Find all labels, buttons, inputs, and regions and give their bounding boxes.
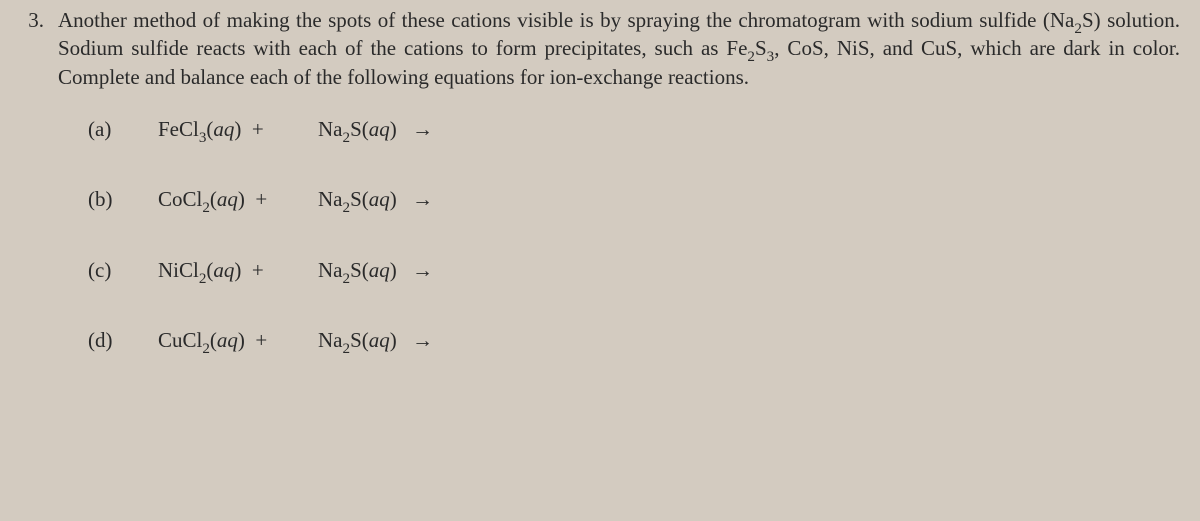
state-text: aq	[217, 328, 238, 352]
state-text: aq	[369, 187, 390, 211]
state-text: aq	[213, 258, 234, 282]
question-prompt: Another method of making the spots of th…	[58, 6, 1180, 354]
plus-sign: +	[252, 258, 264, 282]
arrow-icon: →	[412, 326, 433, 354]
formula-text: S	[350, 187, 362, 211]
formula-sub: 2	[202, 341, 210, 357]
state-text: aq	[369, 328, 390, 352]
part-label: (d)	[88, 326, 158, 354]
state-text: aq	[369, 258, 390, 282]
reagent-2: Na2S(aq) →	[318, 326, 433, 354]
formula-sub: 3	[199, 130, 207, 146]
equation-row: (c) NiCl2(aq) + Na2S(aq) →	[88, 256, 1180, 284]
state-text: aq	[217, 187, 238, 211]
formula-sub: 2	[343, 341, 351, 357]
plus-sign: +	[252, 117, 264, 141]
part-label: (a)	[88, 115, 158, 143]
reagent-1: CuCl2(aq) +	[158, 326, 318, 354]
state-close: )	[390, 328, 397, 352]
formula-sub: 2	[199, 271, 207, 287]
prompt-text: Another method of making the spots of th…	[58, 8, 1074, 32]
equation-row: (b) CoCl2(aq) + Na2S(aq) →	[88, 185, 1180, 213]
formula-text: Na	[318, 187, 343, 211]
question-number: 3.	[20, 6, 44, 354]
plus-sign: +	[255, 187, 267, 211]
state-open: (	[362, 258, 369, 282]
state-close: )	[234, 117, 241, 141]
state-text: aq	[213, 117, 234, 141]
reagent-1: NiCl2(aq) +	[158, 256, 318, 284]
state-close: )	[238, 328, 245, 352]
reagent-2: Na2S(aq) →	[318, 115, 433, 143]
state-close: )	[390, 187, 397, 211]
state-close: )	[234, 258, 241, 282]
formula-sub: 2	[202, 200, 210, 216]
plus-sign: +	[255, 328, 267, 352]
prompt-sub: 3	[767, 49, 775, 65]
formula-sub: 2	[343, 271, 351, 287]
prompt-sub: 2	[1074, 21, 1082, 37]
question-block: 3. Another method of making the spots of…	[20, 6, 1180, 354]
state-text: aq	[369, 117, 390, 141]
formula-text: CuCl	[158, 328, 202, 352]
formula-text: S	[350, 258, 362, 282]
state-open: (	[210, 328, 217, 352]
state-open: (	[362, 187, 369, 211]
part-label: (c)	[88, 256, 158, 284]
prompt-sub: 2	[747, 49, 755, 65]
state-close: )	[238, 187, 245, 211]
formula-text: FeCl	[158, 117, 199, 141]
state-close: )	[390, 258, 397, 282]
equation-row: (d) CuCl2(aq) + Na2S(aq) →	[88, 326, 1180, 354]
formula-text: Na	[318, 117, 343, 141]
formula-text: S	[350, 117, 362, 141]
reagent-1: FeCl3(aq) +	[158, 115, 318, 143]
formula-text: Na	[318, 328, 343, 352]
formula-sub: 2	[343, 200, 351, 216]
formula-text: CoCl	[158, 187, 202, 211]
prompt-text: S	[755, 36, 767, 60]
formula-text: S	[350, 328, 362, 352]
state-open: (	[362, 328, 369, 352]
arrow-icon: →	[412, 185, 433, 213]
state-close: )	[390, 117, 397, 141]
reagent-1: CoCl2(aq) +	[158, 185, 318, 213]
equation-list: (a) FeCl3(aq) + Na2S(aq) → (b) CoCl2(aq)…	[58, 115, 1180, 354]
reagent-2: Na2S(aq) →	[318, 256, 433, 284]
state-open: (	[210, 187, 217, 211]
arrow-icon: →	[412, 115, 433, 143]
formula-sub: 2	[343, 130, 351, 146]
state-open: (	[362, 117, 369, 141]
formula-text: NiCl	[158, 258, 199, 282]
equation-row: (a) FeCl3(aq) + Na2S(aq) →	[88, 115, 1180, 143]
part-label: (b)	[88, 185, 158, 213]
formula-text: Na	[318, 258, 343, 282]
reagent-2: Na2S(aq) →	[318, 185, 433, 213]
arrow-icon: →	[412, 256, 433, 284]
